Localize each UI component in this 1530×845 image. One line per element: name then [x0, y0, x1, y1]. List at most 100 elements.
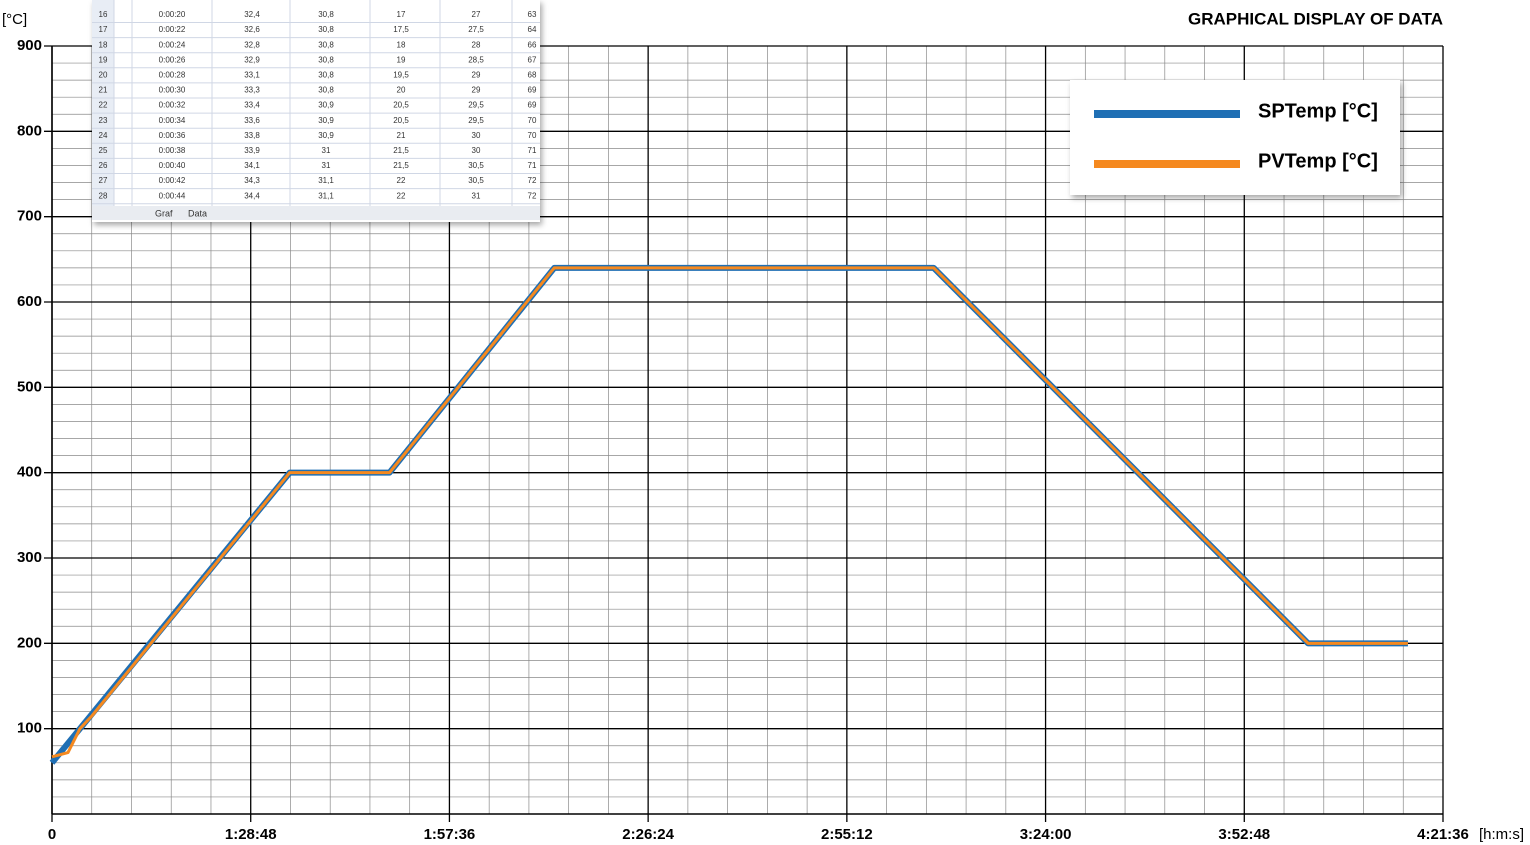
- cell: 30,8: [318, 10, 334, 19]
- cell: 29: [472, 71, 481, 80]
- cell: 33,1: [244, 71, 260, 80]
- cell: 68: [528, 71, 537, 80]
- cell: 19: [99, 55, 108, 64]
- cell: 72: [528, 176, 537, 185]
- cell: 0:00:28: [159, 71, 186, 80]
- y-tick-label: 800: [17, 122, 42, 139]
- cell: 31,1: [318, 191, 334, 200]
- legend-label: SPTemp [°C]: [1258, 100, 1378, 122]
- cell: 28: [99, 191, 108, 200]
- cell: 63: [528, 10, 537, 19]
- cell: 30,8: [318, 86, 334, 95]
- cell: 27: [472, 10, 481, 19]
- cell: 34,3: [244, 176, 260, 185]
- cell: 0:00:30: [159, 86, 186, 95]
- cell: 17,5: [393, 25, 409, 34]
- cell: 32,9: [244, 55, 260, 64]
- cell: 28,5: [468, 55, 484, 64]
- x-tick-label: 4:21:36: [1417, 826, 1469, 843]
- cell: 0:00:22: [159, 25, 186, 34]
- cell: 22: [397, 176, 406, 185]
- cell: 33,4: [244, 101, 260, 110]
- x-tick-label: 2:26:24: [622, 826, 674, 843]
- cell: 33,9: [244, 146, 260, 155]
- cell: 32,8: [244, 40, 260, 49]
- cell: 28: [472, 40, 481, 49]
- cell: 69: [528, 86, 537, 95]
- cell: 30: [472, 131, 481, 140]
- y-tick-label: 200: [17, 634, 42, 651]
- cell: 33,3: [244, 86, 260, 95]
- cell: 30,8: [318, 55, 334, 64]
- cell: 29,5: [468, 101, 484, 110]
- cell: 34,1: [244, 161, 260, 170]
- cell: 30,9: [318, 131, 334, 140]
- cell: 21: [397, 131, 406, 140]
- cell: 19: [397, 55, 406, 64]
- cell: 30: [472, 146, 481, 155]
- y-tick-label: 400: [17, 464, 42, 481]
- cell: 32,6: [244, 25, 260, 34]
- cell: 72: [528, 191, 537, 200]
- legend-label: PVTemp [°C]: [1258, 150, 1378, 172]
- cell: 30,9: [318, 116, 334, 125]
- cell: 31: [322, 146, 331, 155]
- cell: 18: [99, 40, 108, 49]
- cell: 70: [528, 131, 537, 140]
- x-tick-label: 2:55:12: [821, 826, 873, 843]
- x-tick-label: 3:24:00: [1020, 826, 1072, 843]
- cell: 27,5: [468, 25, 484, 34]
- cell: 17: [397, 10, 406, 19]
- y-tick-label: 700: [17, 208, 42, 225]
- cell: 30,9: [318, 101, 334, 110]
- cell: 70: [528, 116, 537, 125]
- cell: 31: [322, 161, 331, 170]
- cell: 20,5: [393, 116, 409, 125]
- y-tick-label: 500: [17, 378, 42, 395]
- chart: 10020030040050060070080090001:28:481:57:…: [0, 0, 1530, 845]
- cell: 30,8: [318, 40, 334, 49]
- cell: 0:00:40: [159, 161, 186, 170]
- cell: 71: [528, 146, 537, 155]
- cell: 18: [397, 40, 406, 49]
- cell: 31: [472, 191, 481, 200]
- chart-title: GRAPHICAL DISPLAY OF DATA: [1188, 9, 1443, 28]
- cell: 19,5: [393, 71, 409, 80]
- cell: 27: [99, 176, 108, 185]
- cell: 71: [528, 161, 537, 170]
- cell: 22: [99, 101, 108, 110]
- cell: 21,5: [393, 146, 409, 155]
- cell: 64: [528, 25, 537, 34]
- cell: 32,4: [244, 10, 260, 19]
- cell: 22: [397, 191, 406, 200]
- y-axis-label: [°C]: [2, 11, 27, 28]
- cell: 0:00:42: [159, 176, 186, 185]
- cell: 21,5: [393, 161, 409, 170]
- x-tick-label: 0: [48, 826, 56, 843]
- cell: 30,8: [318, 25, 334, 34]
- cell: 69: [528, 101, 537, 110]
- cell: 0:00:24: [159, 40, 186, 49]
- cell: 31,1: [318, 176, 334, 185]
- cell: 0:00:38: [159, 146, 186, 155]
- cell: 20,5: [393, 101, 409, 110]
- cell: 30,8: [318, 71, 334, 80]
- cell: 33,8: [244, 131, 260, 140]
- sheet-tab: Data: [188, 208, 207, 218]
- y-tick-label: 300: [17, 549, 42, 566]
- cell: 0:00:36: [159, 131, 186, 140]
- x-tick-label: 3:52:48: [1218, 826, 1270, 843]
- cell: 25: [99, 146, 108, 155]
- legend-box: [1070, 80, 1400, 195]
- cell: 29,5: [468, 116, 484, 125]
- y-tick-label: 900: [17, 37, 42, 54]
- cell: 67: [528, 55, 537, 64]
- cell: 20: [99, 71, 108, 80]
- x-axis-label: [h:m:s]: [1479, 826, 1524, 843]
- cell: 30,5: [468, 161, 484, 170]
- cell: 29: [472, 86, 481, 95]
- cell: 17: [99, 25, 108, 34]
- y-tick-label: 600: [17, 293, 42, 310]
- cell: 26: [99, 161, 108, 170]
- cell: 66: [528, 40, 537, 49]
